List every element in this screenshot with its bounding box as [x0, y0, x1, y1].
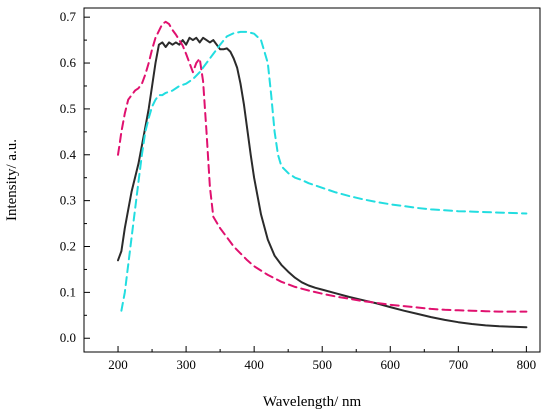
x-tick-label: 300: [176, 357, 196, 372]
series-line-2: [117, 20, 528, 313]
y-tick-label: 0.1: [60, 284, 76, 299]
ticks-layer: 200 300 400 500 600 700 800 0.0 0.1 0.2 0.3 0.4 0.5 0…: [60, 9, 536, 372]
y-tick-label: 0.7: [60, 9, 77, 24]
y-tick-label: 0.2: [60, 239, 76, 254]
series-line-1: [117, 36, 528, 329]
series-layer: [117, 20, 528, 329]
series-line-3: [120, 30, 528, 312]
plot-frame: [83, 7, 541, 353]
y-tick-label: 0.0: [60, 330, 76, 345]
x-tick-label: 400: [244, 357, 264, 372]
x-tick-label: 700: [449, 357, 469, 372]
y-tick-label: 0.5: [60, 101, 76, 116]
y-tick-label: 0.6: [60, 55, 77, 70]
x-tick-label: 200: [108, 357, 128, 372]
x-tick-label: 600: [381, 357, 401, 372]
x-axis-title: Wavelength/ nm: [263, 394, 362, 410]
x-tick-label: 500: [312, 357, 332, 372]
y-axis-title: Intensity/ a.u.: [4, 139, 20, 221]
y-tick-label: 0.3: [60, 193, 76, 208]
y-tick-label: 0.4: [60, 147, 77, 162]
x-tick-label: 800: [517, 357, 537, 372]
